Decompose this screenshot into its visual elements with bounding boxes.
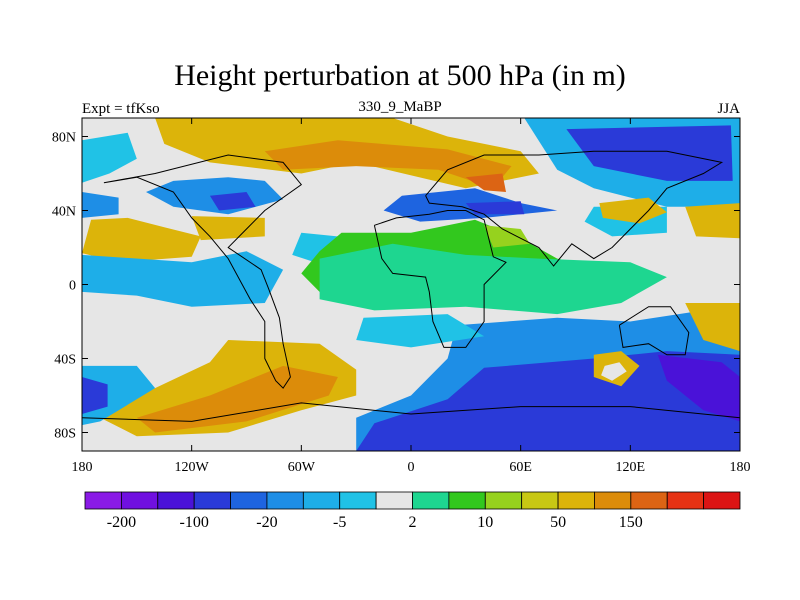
contour-region [191, 216, 265, 241]
coastline [425, 150, 724, 267]
contour-region [82, 377, 108, 414]
colorbar-swatch [193, 491, 231, 510]
contour-region [657, 354, 740, 422]
colorbar-swatch [521, 491, 559, 510]
coastline-layer [82, 150, 740, 422]
colorbar-swatch [302, 491, 341, 510]
contour-region [599, 197, 667, 224]
colorbar-swatch [157, 491, 195, 510]
experiment-label: Expt = tfKso [82, 101, 160, 117]
colorbar-label: -5 [333, 514, 346, 531]
contour-region [601, 362, 627, 381]
contour-region [685, 203, 740, 239]
lat-tick-label: 0 [69, 279, 76, 294]
lon-tick-label: 120E [616, 460, 646, 475]
colorbar-swatch [375, 491, 413, 510]
contour-region [82, 251, 284, 307]
contour-region [82, 192, 119, 218]
lat-tick-label: 40N [52, 205, 76, 220]
colorbar: -200 -100 -20 -5 2 10 50 150 [84, 491, 741, 531]
colorbar-swatch [484, 491, 523, 510]
latitude-axis: 80N 40N 0 40S 80S [52, 131, 740, 442]
lat-tick-label: 80N [52, 131, 76, 146]
lon-tick-label: 0 [408, 460, 415, 475]
contour-region [356, 314, 485, 348]
map-title: Height perturbation at 500 hPa (in m) [174, 59, 626, 92]
lon-tick-label: 180 [730, 460, 751, 475]
contour-region [136, 365, 338, 433]
run-label: 330_9_MaBP [358, 99, 442, 115]
colorbar-swatch [666, 491, 705, 510]
colorbar-label: 2 [409, 514, 417, 531]
colorbar-swatch [266, 491, 304, 510]
coastline [373, 210, 507, 348]
lon-tick-label: 60W [288, 460, 316, 475]
colorbar-swatch [703, 491, 741, 510]
contour-region [484, 225, 530, 248]
lon-tick-label: 60E [509, 460, 532, 475]
colorbar-swatch [594, 491, 632, 510]
lon-tick-label: 180 [72, 460, 93, 475]
coastline [618, 306, 690, 356]
colorbar-swatch [448, 491, 486, 510]
colorbar-swatch [630, 491, 668, 510]
contour-region [465, 201, 525, 215]
season-label: JJA [717, 101, 740, 117]
contour-fill-layer [82, 118, 740, 451]
colorbar-label: 150 [619, 514, 643, 531]
colorbar-label: -20 [256, 514, 277, 531]
coastline [103, 154, 303, 389]
contour-region [264, 140, 512, 189]
lon-tick-label: 120W [175, 460, 210, 475]
contour-region [82, 365, 156, 426]
contour-region [82, 132, 137, 183]
longitude-axis: 180 120W 60W 0 60E 120E 180 [72, 118, 751, 475]
colorbar-swatch [84, 491, 122, 510]
contour-region [685, 303, 740, 352]
colorbar-swatch [557, 491, 595, 510]
colorbar-label: -200 [107, 514, 136, 531]
colorbar-swatch [230, 491, 268, 510]
contour-region [319, 243, 667, 315]
lat-tick-label: 80S [54, 427, 76, 442]
colorbar-label: 50 [550, 514, 566, 531]
coastline [82, 402, 740, 422]
colorbar-swatch [339, 491, 377, 510]
contour-region [356, 351, 740, 451]
colorbar-label: 10 [477, 514, 493, 531]
contour-region [465, 173, 506, 192]
colorbar-label: -100 [180, 514, 209, 531]
colorbar-swatch [412, 491, 450, 510]
colorbar-swatch [120, 491, 159, 510]
contour-region [566, 125, 733, 181]
contour-region [82, 217, 201, 263]
lat-tick-label: 40S [54, 353, 76, 368]
contour-region [209, 192, 256, 211]
